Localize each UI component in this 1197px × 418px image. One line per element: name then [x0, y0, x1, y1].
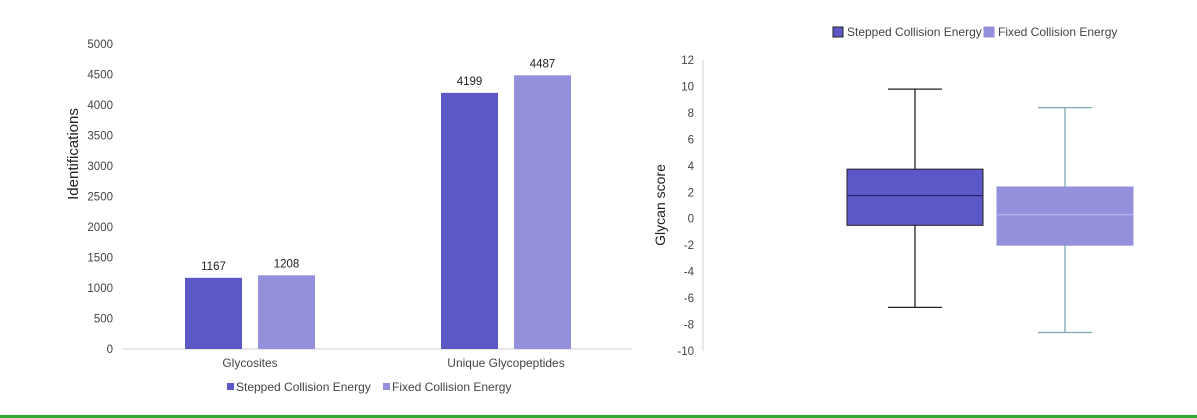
box-y-tick-label: -2 [684, 240, 694, 252]
box-legend-swatch-fixed [983, 26, 995, 38]
bar-stepped [185, 277, 242, 349]
legend-label: Stepped Collision Energy [236, 380, 371, 394]
bar-category-label: Unique Glycopeptides [447, 356, 564, 370]
bar-y-tick-label: 5000 [87, 39, 113, 51]
box-y-tick-label: 12 [681, 55, 694, 67]
bar-y-tick-label: 0 [107, 344, 113, 356]
box-y-tick-label: 2 [688, 187, 694, 199]
bar-category-label: Glycosites [222, 356, 277, 370]
bar-data-label: 1208 [274, 258, 300, 270]
bar-y-tick-label: 2500 [87, 192, 113, 204]
bar-stepped [441, 92, 498, 350]
box-legend-label: Fixed Collision Energy [998, 25, 1117, 39]
iqr-box-stepped [846, 168, 984, 226]
bar-fixed [258, 275, 315, 349]
box-y-tick-label: 6 [688, 134, 694, 146]
bar-y-tick-label: 4000 [87, 100, 113, 112]
bar-y-tick-label: 500 [94, 314, 113, 326]
box-y-tick-label: 10 [681, 81, 694, 93]
identifications-bar-chart: 0 500 1000 1500 2000 2500 3000 3500 4000 4500 5000… [65, 39, 632, 394]
box-legend-label: Stepped Collision Energy [847, 25, 982, 39]
box-legend-swatch-stepped [832, 26, 844, 38]
bar-y-tick-label: 3500 [87, 131, 113, 143]
bar-data-label: 1167 [201, 261, 226, 273]
glycan-score-box-plot: -10 -8 -6 -4 -2 0 2 4 6 8 10 12 Glycan score Stepped … [652, 25, 1134, 358]
box-y-tick-label: -10 [677, 346, 694, 358]
box-y-axis-title: Glycan score [652, 164, 668, 246]
bar-y-tick-label: 1500 [87, 253, 113, 265]
bar-y-tick-label: 1000 [87, 283, 113, 295]
legend-label: Fixed Collision Energy [392, 380, 511, 394]
box-y-tick-label: 0 [688, 214, 694, 226]
bar-fixed [514, 75, 571, 349]
bar-data-label: 4199 [457, 76, 483, 88]
legend-swatch-stepped [227, 383, 234, 390]
iqr-box-fixed [996, 186, 1134, 246]
legend-swatch-fixed [383, 383, 390, 390]
bar-y-tick-label: 3000 [87, 161, 113, 173]
box-y-tick-label: 4 [688, 161, 695, 173]
bar-y-tick-label: 4500 [87, 70, 113, 82]
bar-y-tick-label: 2000 [87, 222, 113, 234]
box-y-tick-label: -8 [684, 320, 694, 332]
box-y-tick-label: -6 [684, 293, 694, 305]
bottom-rule [0, 415, 1197, 418]
box-y-tick-label: -4 [684, 267, 695, 279]
bar-data-label: 4487 [530, 58, 556, 70]
bar-y-axis-title: Identifications [65, 108, 82, 200]
box-y-tick-label: 8 [688, 108, 694, 120]
